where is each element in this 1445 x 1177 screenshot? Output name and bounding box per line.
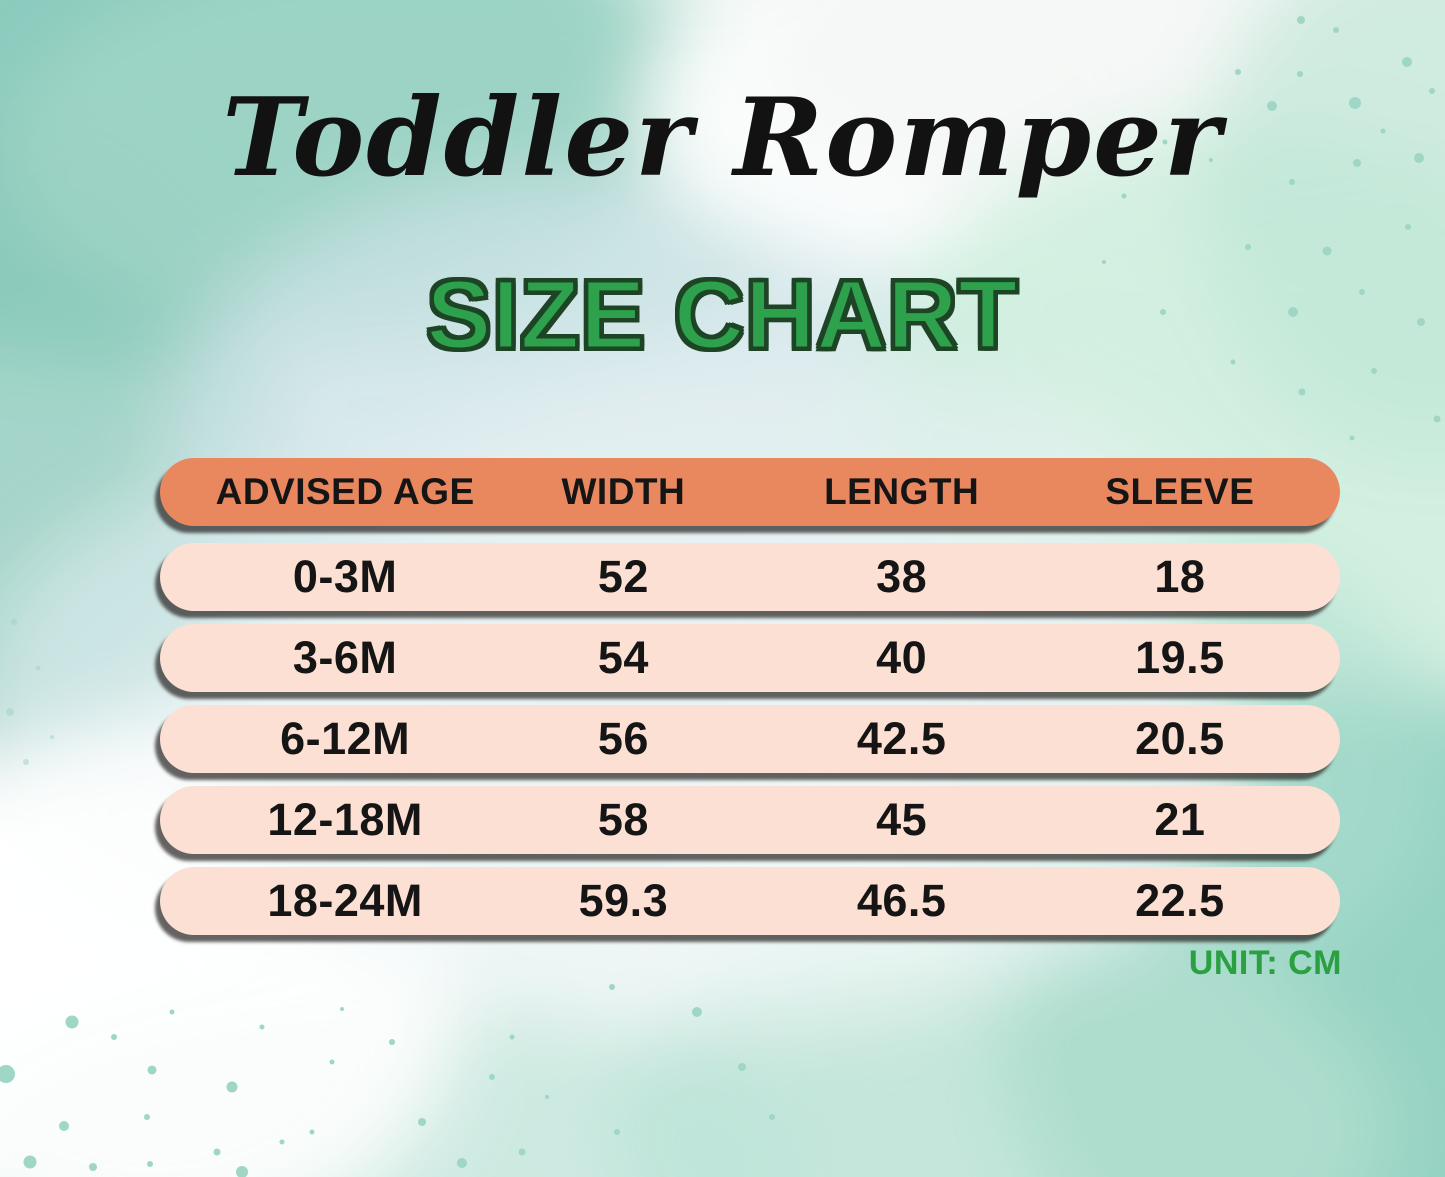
cell-width: 59.3 (578, 875, 669, 926)
cell-length: 38 (876, 551, 928, 602)
column-header-advised-age: ADVISED AGE (215, 471, 475, 512)
cell-length: 45 (876, 794, 928, 845)
cell-width: 54 (597, 632, 649, 683)
cell-advised-age: 3-6M (292, 632, 398, 683)
column-header-width: WIDTH (561, 471, 686, 512)
cell-advised-age: 6-12M (280, 713, 411, 764)
cell-sleeve: 18 (1154, 551, 1206, 602)
cell-advised-age: 0-3M (292, 551, 398, 602)
table-row-12-18m: 12-18M 58 45 21 (160, 786, 1340, 854)
size-table: ADVISED AGE WIDTH LENGTH SLEEVE 0-3M 52 … (160, 458, 1340, 935)
table-row-6-12m: 6-12M 56 42.5 20.5 (160, 705, 1340, 773)
column-header-length: LENGTH (824, 471, 980, 512)
unit-label: UNIT: CM (1188, 944, 1342, 982)
cell-advised-age: 12-18M (267, 794, 423, 845)
cell-width: 58 (597, 794, 649, 845)
page-title: Toddler Romper (222, 75, 1223, 201)
cell-width: 56 (597, 713, 649, 764)
cell-length: 42.5 (856, 713, 947, 764)
cell-length: 40 (876, 632, 928, 683)
cell-width: 52 (597, 551, 649, 602)
cell-sleeve: 20.5 (1135, 713, 1225, 764)
cell-length: 46.5 (856, 875, 947, 926)
cell-advised-age: 18-24M (267, 875, 423, 926)
cell-sleeve: 21 (1154, 794, 1206, 845)
cell-sleeve: 19.5 (1135, 632, 1225, 683)
table-row-18-24m: 18-24M 59.3 46.5 22.5 (160, 867, 1340, 935)
table-row-0-3m: 0-3M 52 38 18 (160, 543, 1340, 611)
cell-sleeve: 22.5 (1135, 875, 1225, 926)
column-header-sleeve: SLEEVE (1105, 471, 1255, 512)
size-chart-heading: SIZE CHART (425, 260, 1019, 369)
table-row-3-6m: 3-6M 54 40 19.5 (160, 624, 1340, 692)
table-header-row: ADVISED AGE WIDTH LENGTH SLEEVE (160, 458, 1340, 526)
